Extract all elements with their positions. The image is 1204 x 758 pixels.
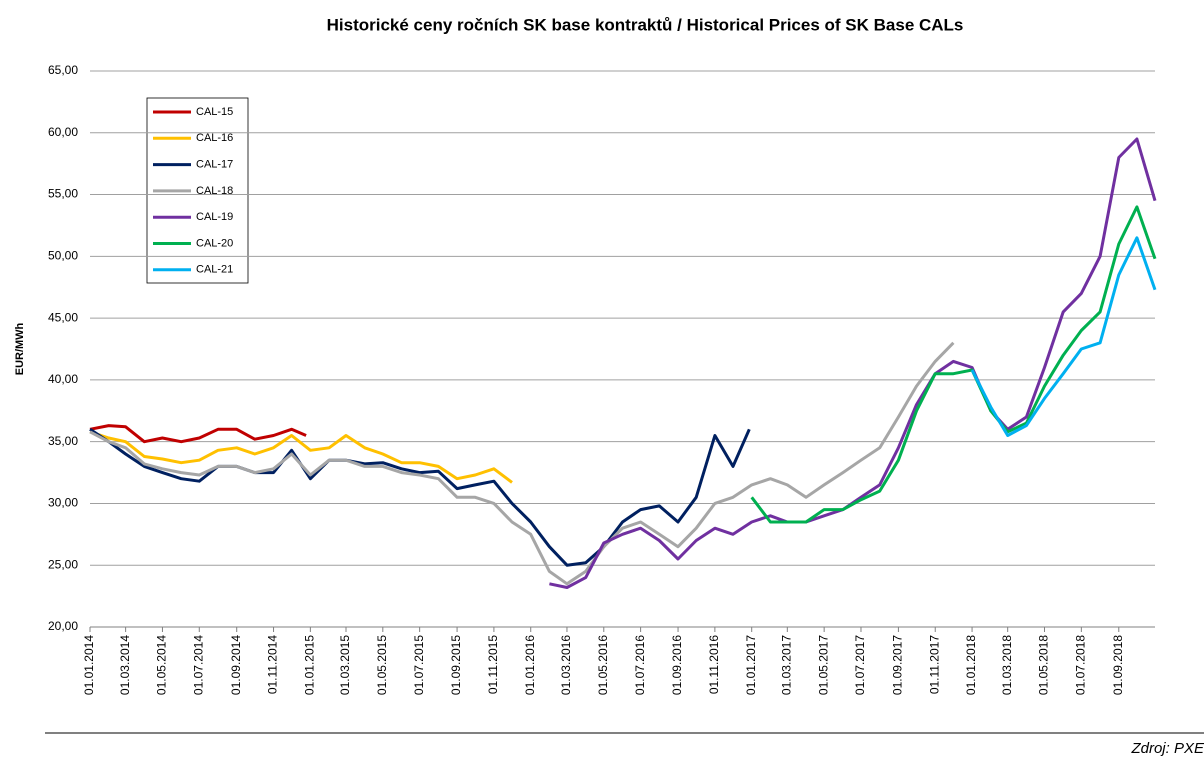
series-line — [89, 341, 955, 586]
y-tick-label: 35,00 — [48, 434, 78, 448]
legend-label: CAL-20 — [196, 237, 233, 249]
legend-label: CAL-18 — [196, 185, 233, 197]
x-tick-label: 01.11.2014 — [266, 635, 280, 694]
series-line — [549, 137, 1157, 589]
x-tick-label: 01.07.2016 — [633, 635, 647, 695]
series-line — [89, 424, 307, 444]
x-tick-label: 01.09.2014 — [229, 635, 243, 695]
series-line — [89, 428, 751, 567]
x-tick-label: 01.01.2015 — [303, 635, 317, 695]
y-tick-label: 55,00 — [48, 187, 78, 201]
y-tick-label: 40,00 — [48, 372, 78, 386]
x-tick-label: 01.07.2017 — [853, 635, 867, 695]
x-tick-label: 01.03.2018 — [1000, 635, 1014, 695]
x-tick-label: 01.11.2015 — [486, 635, 500, 694]
legend-label: CAL-19 — [196, 211, 233, 223]
x-tick-label: 01.11.2017 — [927, 635, 941, 694]
x-tick-label: 01.03.2016 — [559, 635, 573, 695]
x-tick-label: 01.05.2018 — [1037, 635, 1051, 695]
x-tick-label: 01.07.2015 — [412, 635, 426, 695]
x-tick-label: 01.09.2016 — [670, 635, 684, 695]
x-tick-label: 01.09.2018 — [1111, 635, 1125, 695]
y-tick-label: 65,00 — [48, 63, 78, 77]
x-tick-label: 01.09.2015 — [449, 635, 463, 695]
y-tick-label: 25,00 — [48, 557, 78, 571]
legend-label: CAL-15 — [196, 106, 233, 118]
legend-label: CAL-21 — [196, 264, 233, 276]
x-tick-label: 01.09.2017 — [891, 635, 905, 695]
x-tick-label: 01.03.2015 — [338, 635, 352, 695]
y-tick-label: 60,00 — [48, 125, 78, 139]
series-line — [750, 205, 1157, 524]
y-tick-label: 20,00 — [48, 619, 78, 633]
x-tick-label: 01.01.2018 — [964, 635, 978, 695]
y-axis-label: EUR/MWh — [14, 322, 26, 375]
x-tick-label: 01.11.2016 — [707, 635, 721, 694]
y-tick-label: 50,00 — [48, 249, 78, 263]
series-line — [89, 430, 513, 484]
x-tick-label: 01.07.2018 — [1074, 635, 1088, 695]
x-tick-label: 01.01.2014 — [82, 635, 96, 695]
x-tick-label: 01.07.2014 — [191, 635, 205, 695]
x-tick-label: 01.01.2017 — [744, 635, 758, 695]
x-tick-label: 01.03.2017 — [779, 635, 793, 695]
x-tick-label: 01.05.2017 — [816, 635, 830, 695]
series-line — [970, 236, 1157, 437]
source: Zdroj: PXE — [1130, 740, 1204, 757]
x-tick-label: 01.05.2015 — [375, 635, 389, 695]
x-tick-label: 01.05.2014 — [155, 635, 169, 695]
legend-label: CAL-16 — [196, 132, 233, 144]
chart-title: Historické ceny ročních SK base kontrakt… — [327, 15, 964, 34]
x-tick-label: 01.01.2016 — [523, 635, 537, 695]
x-tick-label: 01.05.2016 — [596, 635, 610, 695]
y-tick-label: 30,00 — [48, 496, 78, 510]
y-tick-label: 45,00 — [48, 310, 78, 324]
x-tick-label: 01.03.2014 — [118, 635, 132, 695]
legend-label: CAL-17 — [196, 159, 233, 171]
